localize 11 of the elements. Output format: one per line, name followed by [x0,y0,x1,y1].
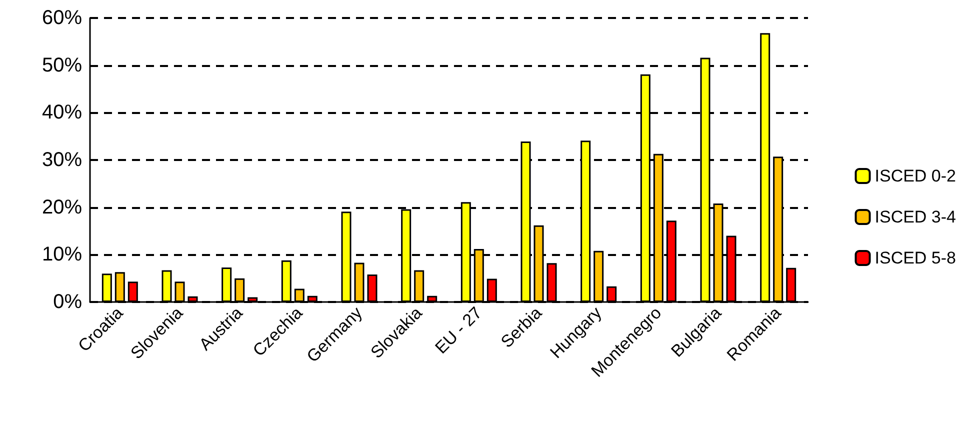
x-tick-label: EU - 27 [431,303,486,358]
y-tick-label: 50% [42,54,82,76]
y-tick-label: 60% [42,7,82,29]
y-tick-label: 40% [42,102,82,124]
legend-label: ISCED 0-2 [874,166,956,186]
legend-label: ISCED 3-4 [874,208,956,226]
y-tick-label: 30% [42,149,82,171]
y-tick-label: 0% [53,291,82,313]
y-tick-label: 20% [42,196,82,218]
y-tick-label: 10% [42,244,82,266]
legend-label: ISCED 5-8 [874,248,956,268]
